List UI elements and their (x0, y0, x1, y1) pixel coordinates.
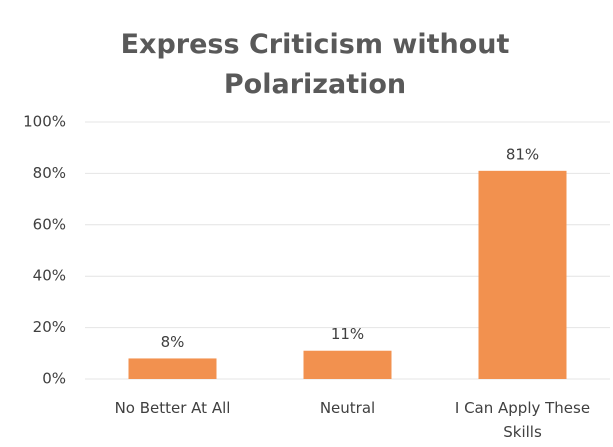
y-tick-label: 20% (33, 318, 66, 336)
y-tick-label: 100% (23, 113, 66, 131)
bar (128, 358, 217, 379)
chart-title: Express Criticism without Polarization (121, 29, 510, 100)
x-tick-label: I Can Apply These Skills (455, 399, 590, 441)
y-tick-label: 0% (42, 370, 66, 388)
y-tick-label: 40% (33, 267, 66, 285)
y-tick-label: 60% (33, 215, 66, 233)
data-label: 81% (506, 145, 539, 163)
bar (303, 350, 392, 379)
x-tick-label: No Better At All (115, 399, 231, 417)
y-tick-label: 80% (33, 164, 66, 182)
data-label: 8% (161, 333, 185, 351)
data-label: 11% (331, 325, 364, 343)
x-tick-label: Neutral (320, 399, 375, 417)
bar (478, 170, 567, 379)
